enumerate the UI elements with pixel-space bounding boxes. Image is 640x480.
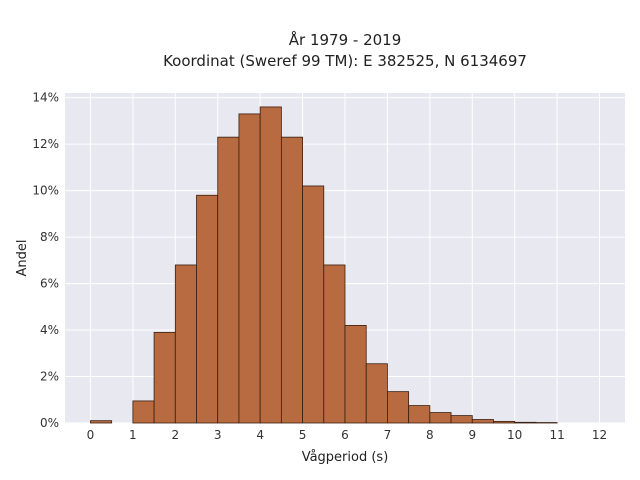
histogram-bar [217, 136, 240, 424]
chart-title-line1: År 1979 - 2019 [289, 30, 402, 49]
x-tick-label: 0 [87, 428, 95, 442]
x-tick-label: 2 [171, 428, 179, 442]
histogram-bar [514, 421, 537, 424]
y-tick-label: 4% [40, 323, 59, 337]
histogram-bar [471, 419, 494, 424]
x-tick-label: 3 [214, 428, 222, 442]
chart-title-line2: Koordinat (Sweref 99 TM): E 382525, N 61… [163, 52, 527, 70]
histogram-bar [259, 106, 282, 424]
histogram-bar [493, 420, 516, 424]
y-tick-label: 10% [32, 184, 59, 198]
y-tick-label: 0% [40, 416, 59, 430]
histogram-bar [90, 420, 113, 424]
histogram-bar [450, 415, 473, 424]
x-tick-label: 5 [299, 428, 307, 442]
histogram-bar [238, 113, 261, 424]
histogram-bar [365, 363, 388, 424]
y-axis-label: Andel [15, 240, 30, 277]
histogram-bar [387, 391, 410, 424]
x-tick-label: 7 [384, 428, 392, 442]
x-tick-label: 4 [256, 428, 264, 442]
histogram-bar [323, 264, 346, 424]
histogram-bar [408, 405, 431, 424]
histogram-bar [196, 194, 219, 424]
x-tick-label: 6 [341, 428, 349, 442]
y-axis-ticks: 0% 2% 4% 6% 8% 10% 12% 14% [32, 91, 59, 430]
y-tick-label: 8% [40, 230, 59, 244]
x-tick-label: 9 [468, 428, 476, 442]
y-tick-label: 6% [40, 277, 59, 291]
y-tick-label: 12% [32, 137, 59, 151]
x-tick-label: 10 [507, 428, 522, 442]
histogram-bar [344, 324, 367, 424]
x-tick-label: 11 [549, 428, 564, 442]
bars [90, 106, 558, 424]
x-axis-label: Vågperiod (s) [302, 450, 389, 465]
y-tick-label: 14% [32, 91, 59, 105]
x-tick-label: 12 [592, 428, 607, 442]
histogram-bar [280, 136, 303, 424]
histogram-bar [302, 185, 325, 424]
histogram-bar [132, 400, 155, 424]
x-axis-ticks: 0 1 2 3 4 5 6 7 8 9 10 11 12 [87, 428, 608, 442]
histogram-bar [153, 331, 176, 424]
y-tick-label: 2% [40, 370, 59, 384]
x-tick-label: 1 [129, 428, 137, 442]
histogram-bar [429, 412, 452, 424]
histogram-bar [174, 264, 197, 424]
x-tick-label: 8 [426, 428, 434, 442]
